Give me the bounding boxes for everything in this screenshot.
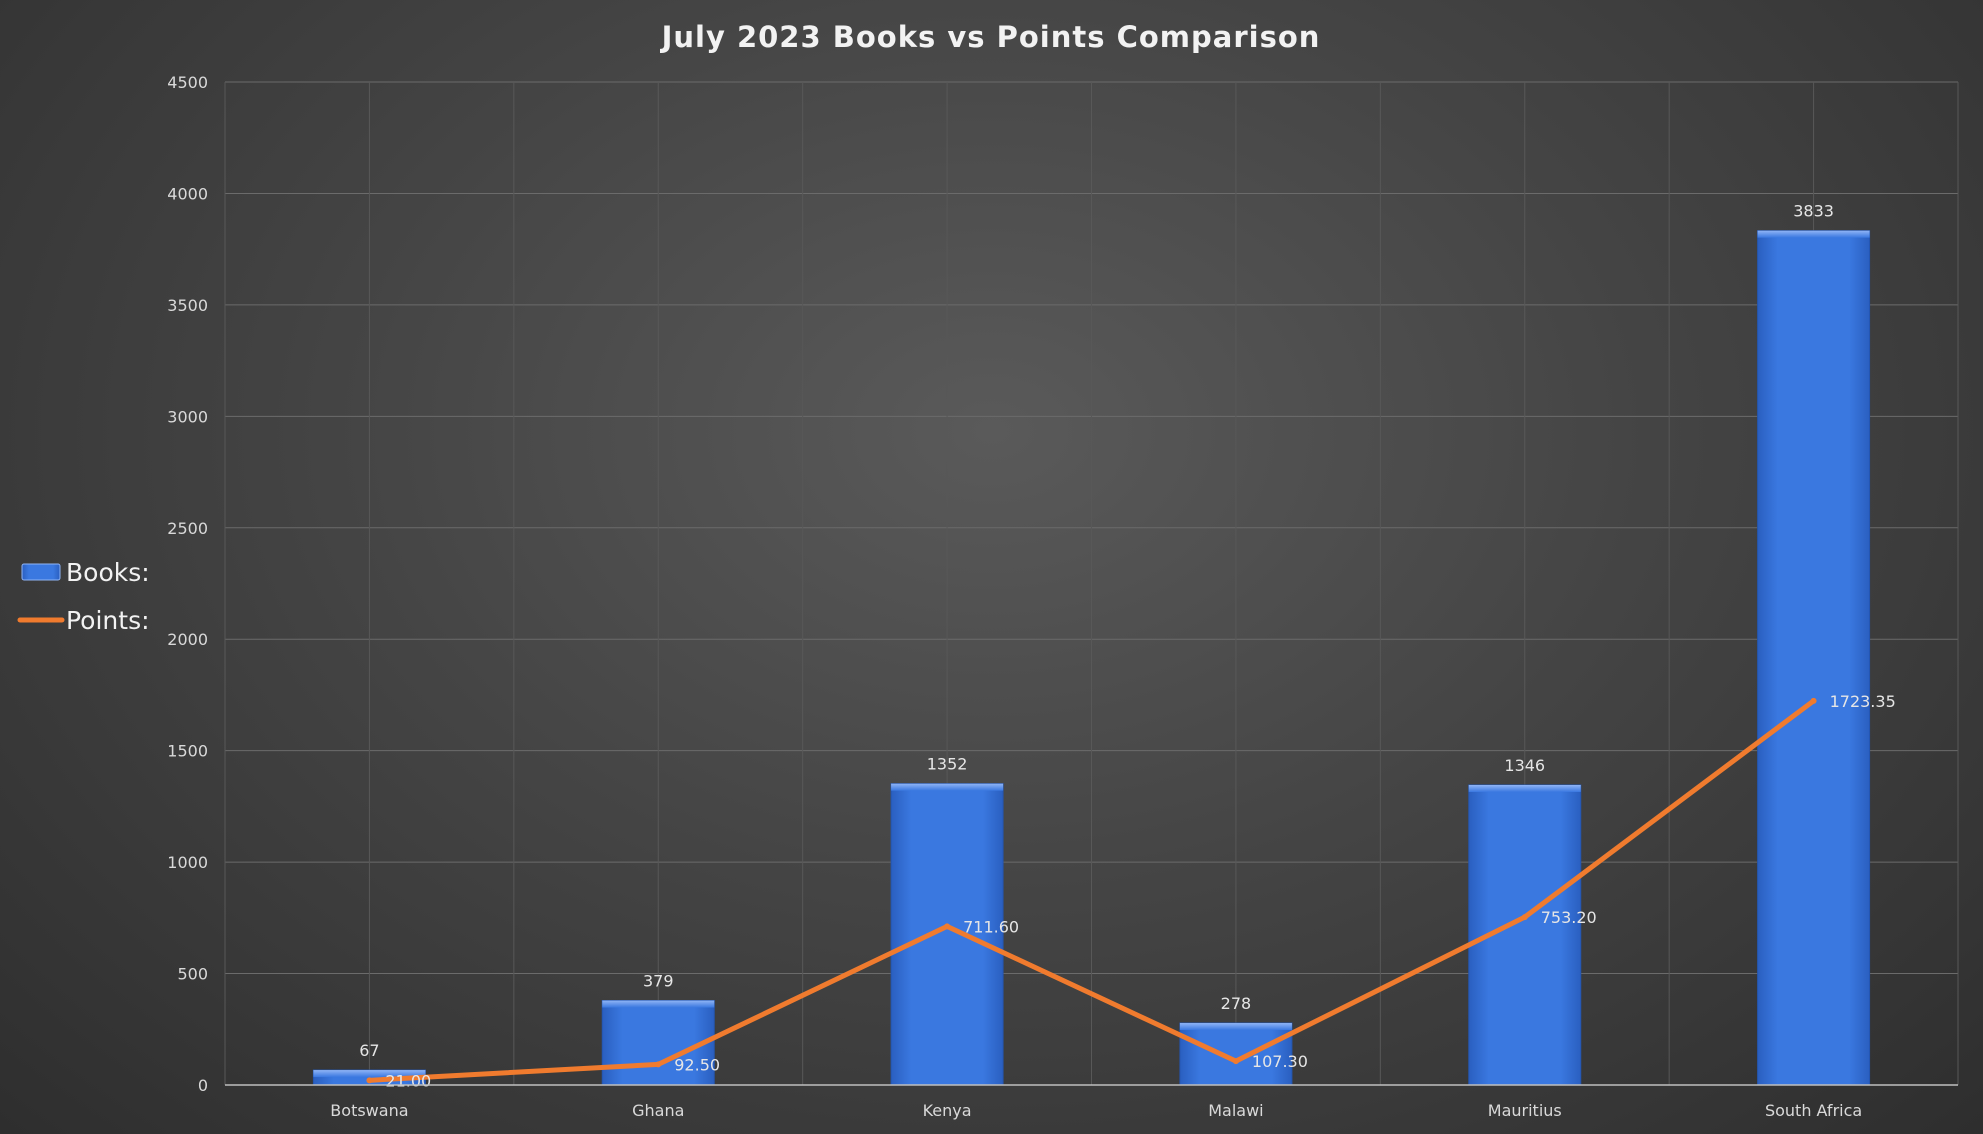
x-tick-label: Mauritius — [1488, 1101, 1562, 1120]
y-tick-label: 3000 — [167, 407, 208, 426]
line-data-label: 1723.35 — [1830, 692, 1896, 711]
bar-data-label: 67 — [359, 1041, 379, 1060]
bar-data-label: 278 — [1221, 994, 1252, 1013]
line-data-label: 711.60 — [963, 917, 1019, 936]
y-tick-label: 4000 — [167, 184, 208, 203]
y-tick-label: 500 — [177, 965, 208, 984]
labels-layer: 67 379 1352 278 1346 3833 21.00 92.50 711.60 107.… — [359, 202, 1896, 1091]
x-tick-label: Botswana — [330, 1101, 408, 1120]
y-tick-label: 1000 — [167, 853, 208, 872]
legend-points-label: Points: — [66, 606, 150, 635]
bar-books-top — [1468, 784, 1581, 792]
bar-data-label: 1346 — [1504, 756, 1545, 775]
line-point-marker — [1232, 1058, 1239, 1065]
legend-books-swatch — [21, 563, 61, 581]
legend-books-label: Books: — [66, 558, 150, 587]
bar-books — [601, 1000, 715, 1086]
bar-books-top — [602, 1000, 715, 1008]
line-point-marker — [655, 1061, 662, 1068]
x-tick-label: Ghana — [632, 1101, 684, 1120]
bar-books — [1757, 230, 1871, 1086]
legend: Books: Points: — [17, 558, 150, 635]
y-tick-label: 1500 — [167, 742, 208, 761]
bar-books — [890, 783, 1004, 1086]
axis-layer: 0 500 1000 1500 2000 2500 3000 3500 4000 4500 Bots… — [167, 73, 1958, 1120]
y-tick-label: 2500 — [167, 519, 208, 538]
line-point-marker — [944, 923, 951, 930]
bar-books-top — [1757, 230, 1870, 238]
grid-layer — [224, 81, 1959, 1085]
x-tick-label: Malawi — [1208, 1101, 1263, 1120]
bar-data-label: 3833 — [1793, 202, 1834, 221]
line-data-label: 21.00 — [385, 1071, 431, 1090]
x-tick-label: Kenya — [923, 1101, 972, 1120]
bar-data-label: 379 — [643, 972, 674, 991]
y-tick-label: 4500 — [167, 73, 208, 92]
y-tick-label: 0 — [198, 1076, 208, 1095]
bar-books-top — [1179, 1023, 1292, 1031]
y-tick-label: 2000 — [167, 630, 208, 649]
line-data-label: 753.20 — [1541, 908, 1597, 927]
x-tick-label: South Africa — [1765, 1101, 1862, 1120]
bars-layer — [312, 230, 1871, 1086]
y-tick-label: 3500 — [167, 296, 208, 315]
chart-title: July 2023 Books vs Points Comparison — [660, 20, 1321, 54]
line-points — [366, 698, 1817, 1083]
bar-data-label: 1352 — [927, 755, 968, 774]
bar-books-top — [313, 1070, 426, 1078]
line-point-marker — [366, 1077, 373, 1084]
line-point-marker — [1810, 697, 1817, 704]
line-data-label: 92.50 — [674, 1055, 720, 1074]
bar-books-top — [891, 783, 1004, 791]
line-layer — [366, 697, 1817, 1084]
line-data-label: 107.30 — [1252, 1052, 1308, 1071]
line-point-marker — [1521, 914, 1528, 921]
